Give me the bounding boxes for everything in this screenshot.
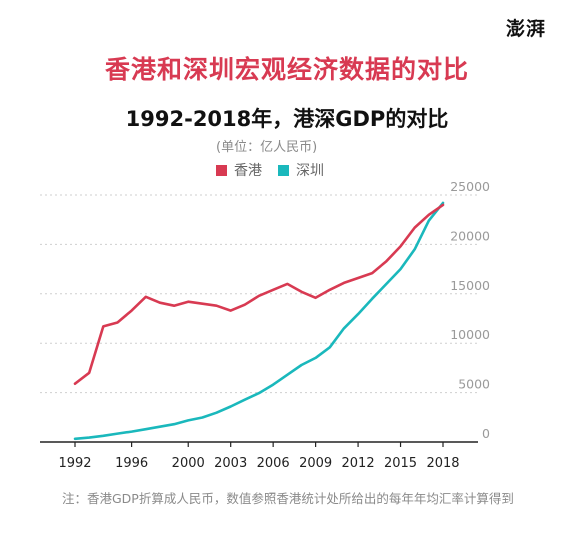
chart-legend: 香港 深圳 bbox=[216, 160, 340, 180]
chart-subtitle: 1992-2018年，港深GDP的对比 bbox=[125, 107, 449, 131]
y-tick-label: 15000 bbox=[450, 278, 490, 293]
x-tick-label: 2006 bbox=[257, 456, 290, 471]
legend-swatch-shenzhen bbox=[278, 164, 289, 176]
chart-title: 香港和深圳宏观经济数据的对比 bbox=[104, 55, 469, 84]
unit-label: (单位：亿人民币) bbox=[216, 140, 318, 155]
series-line-hong-kong bbox=[73, 203, 445, 386]
footnote: 注：香港GDP折算成人民币，数值参照香港统计处所给出的每年年均汇率计算得到 bbox=[62, 491, 514, 506]
x-tick-label: 2000 bbox=[172, 456, 205, 471]
legend-swatch-hong-kong bbox=[216, 164, 227, 176]
legend-item-hong-kong: 香港 bbox=[216, 160, 262, 180]
series-line-shenzhen bbox=[73, 201, 445, 441]
x-tick-label: 2012 bbox=[342, 456, 375, 471]
y-tick-label: 20000 bbox=[450, 228, 490, 243]
x-tick-label: 2009 bbox=[299, 456, 332, 471]
x-tick-label: 1996 bbox=[115, 456, 148, 471]
y-tick-label: 0 bbox=[482, 426, 490, 441]
y-tick-label: 10000 bbox=[450, 327, 490, 342]
y-tick-label: 5000 bbox=[458, 377, 490, 392]
y-tick-label: 25000 bbox=[450, 179, 490, 194]
legend-item-shenzhen: 深圳 bbox=[278, 160, 324, 180]
legend-label-shenzhen: 深圳 bbox=[296, 163, 324, 179]
x-tick-label: 2018 bbox=[426, 456, 459, 471]
x-tick-label: 2003 bbox=[214, 456, 247, 471]
x-tick-label: 1992 bbox=[58, 456, 91, 471]
legend-label-hong-kong: 香港 bbox=[234, 163, 262, 179]
x-tick-label: 2015 bbox=[384, 456, 417, 471]
brand-logo: 澎湃 bbox=[505, 18, 546, 40]
